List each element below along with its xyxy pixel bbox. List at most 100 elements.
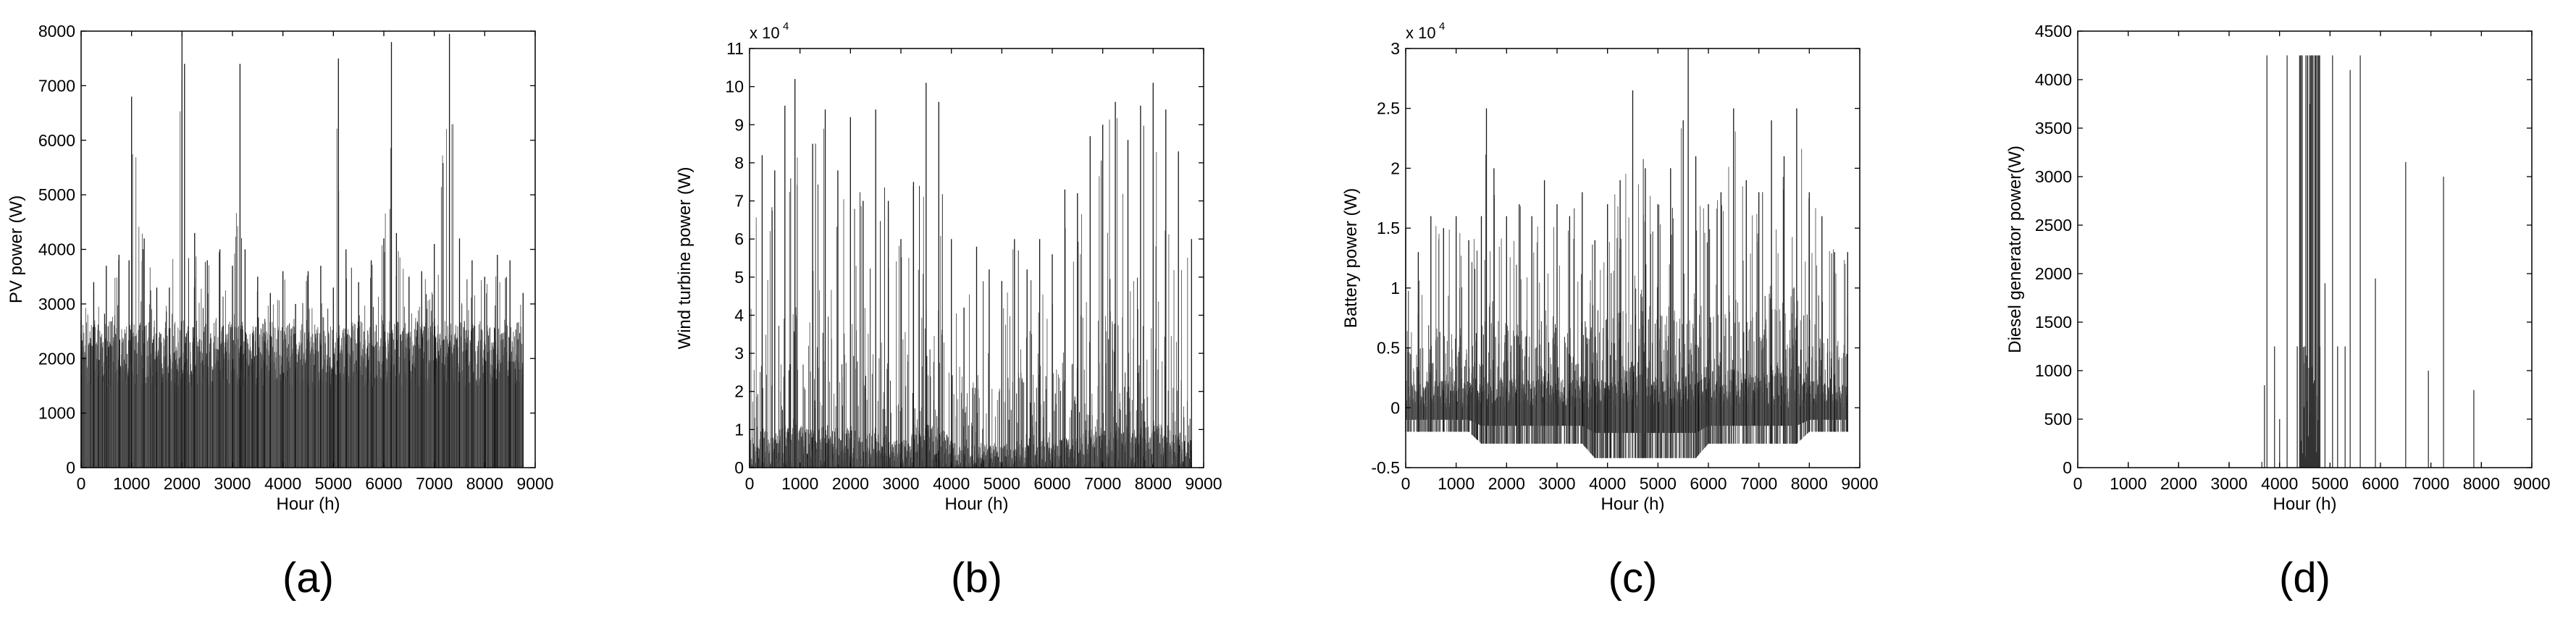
y-tick-label: 1000 (2035, 361, 2072, 380)
x-tick-label: 1000 (1438, 474, 1474, 493)
y-axis-label: Wind turbine power (W) (675, 166, 695, 349)
axis-exponent-label: x 10 (750, 24, 780, 42)
x-tick-label: 9000 (1185, 474, 1222, 493)
y-tick-label: 1 (1390, 279, 1400, 298)
x-axis-label: Hour (h) (276, 494, 340, 514)
y-tick-label: 2000 (2035, 264, 2072, 283)
y-axis-label: Battery power (W) (1341, 188, 1361, 328)
y-tick-label: 0 (66, 458, 75, 477)
axis-exponent-sup: 4 (783, 20, 789, 33)
x-tick-label: 3000 (1538, 474, 1575, 493)
x-tick-label: 8000 (1135, 474, 1172, 493)
x-tick-label: 7000 (1740, 474, 1777, 493)
y-tick-label: 0 (734, 458, 744, 477)
x-tick-label: 3000 (882, 474, 919, 493)
y-tick-label: 2.5 (1377, 99, 1400, 118)
y-tick-label: 11 (726, 39, 744, 58)
x-tick-label: 8000 (1791, 474, 1828, 493)
chart-panel-d: 0 1000 2000 3000 4000 5000 6000 7000 8000 9000 0 50… (2005, 22, 2551, 602)
x-tick-label: 9000 (1841, 474, 1878, 493)
x-tick-label: 3000 (2210, 474, 2247, 493)
y-tick-label: 8 (734, 153, 744, 172)
x-tick-label: 2000 (2160, 474, 2197, 493)
y-axis-label: Diesel generator power(W) (2005, 146, 2025, 353)
y-tick-label: 3500 (2035, 119, 2072, 138)
axis-exponent-label: x 10 (1406, 24, 1436, 42)
y-tick-label: 4500 (2035, 22, 2072, 41)
dense-trace (80, 80, 524, 468)
x-tick-label: 5000 (315, 474, 352, 493)
y-tick-label: 1000 (38, 404, 75, 423)
y-tick-label: 7000 (38, 76, 75, 95)
x-tick-label: 6000 (2362, 474, 2399, 493)
x-tick-label: 0 (2073, 474, 2083, 493)
x-tick-label: 5000 (1640, 474, 1677, 493)
y-tick-label: 500 (2044, 410, 2072, 429)
panel-caption: (c) (1608, 555, 1658, 602)
y-tick-label: 2500 (2035, 216, 2072, 235)
panel-caption: (a) (282, 555, 334, 602)
x-axis-label: Hour (h) (1600, 494, 1664, 514)
x-axis-label: Hour (h) (944, 494, 1008, 514)
x-tick-label: 9000 (516, 474, 553, 493)
x-tick-label: 7000 (1084, 474, 1121, 493)
y-tick-label: 1500 (2035, 313, 2072, 332)
y-tick-label: 3 (1390, 39, 1400, 58)
x-tick-label: 0 (77, 474, 86, 493)
y-tick-label: 7 (734, 192, 744, 211)
x-tick-label: 8000 (466, 474, 503, 493)
x-tick-label: 8000 (2463, 474, 2500, 493)
x-tick-label: 4000 (933, 474, 970, 493)
axes-frame (2077, 30, 2533, 468)
axes-frame (1405, 48, 1860, 468)
x-tick-label: 1000 (2110, 474, 2147, 493)
dense-trace (749, 118, 1192, 468)
x-tick-label: 4000 (2261, 474, 2298, 493)
panel-caption: (b) (951, 555, 1002, 602)
y-tick-label: 2 (1390, 159, 1400, 177)
y-tick-label: 1.5 (1377, 219, 1400, 237)
x-tick-label: 4000 (1589, 474, 1626, 493)
y-tick-label: 4 (734, 305, 744, 324)
x-tick-label: 6000 (1033, 474, 1070, 493)
chart-panel-c: 0 1000 2000 3000 4000 5000 6000 7000 8000 9000 -0.… (1341, 20, 1879, 602)
x-tick-label: 7000 (416, 474, 453, 493)
x-tick-label: 2000 (1488, 474, 1525, 493)
y-tick-label: 1 (734, 420, 744, 439)
y-tick-label: 6000 (38, 131, 75, 150)
y-tick-label: 0 (1390, 398, 1400, 417)
x-tick-label: 4000 (264, 474, 301, 493)
y-tick-label: 5 (734, 268, 744, 287)
x-tick-label: 6000 (365, 474, 402, 493)
panel-caption: (d) (2279, 555, 2330, 602)
x-axis-label: Hour (h) (2273, 494, 2336, 514)
x-tick-label: 1000 (113, 474, 150, 493)
y-tick-label: 3 (734, 344, 744, 363)
y-tick-label: 0.5 (1377, 339, 1400, 358)
y-tick-label: 4000 (38, 240, 75, 259)
x-tick-label: 5000 (2312, 474, 2349, 493)
x-tick-label: 5000 (983, 474, 1020, 493)
x-tick-label: 6000 (1690, 474, 1727, 493)
y-tick-label: -0.5 (1371, 458, 1400, 477)
y-tick-label: 6 (734, 229, 744, 248)
dense-trace (1405, 128, 1848, 458)
x-tick-label: 0 (1401, 474, 1411, 493)
x-tick-label: 0 (745, 474, 755, 493)
axis-exponent-sup: 4 (1439, 20, 1445, 33)
x-tick-label: 3000 (214, 474, 251, 493)
axes-frame (749, 48, 1204, 468)
y-tick-label: 3000 (2035, 167, 2072, 186)
y-tick-label: 10 (725, 77, 744, 96)
y-tick-label: 5000 (38, 185, 75, 204)
x-tick-label: 7000 (2412, 474, 2449, 493)
y-tick-label: 9 (734, 115, 744, 134)
x-tick-label: 9000 (2513, 474, 2550, 493)
chart-panel-a: 0 1000 2000 3000 4000 5000 6000 7000 8000 9000 0 10… (7, 22, 554, 602)
y-tick-label: 8000 (38, 22, 75, 41)
y-tick-label: 2 (734, 382, 744, 401)
y-axis-label: PV power (W) (7, 195, 26, 303)
y-tick-label: 2000 (38, 349, 75, 368)
y-tick-label: 0 (2063, 458, 2072, 477)
